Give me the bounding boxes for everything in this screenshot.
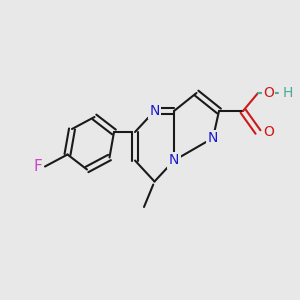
Text: O: O bbox=[263, 86, 274, 100]
Text: N: N bbox=[169, 154, 179, 167]
Text: O: O bbox=[263, 125, 274, 139]
Text: N: N bbox=[208, 131, 218, 145]
Text: H: H bbox=[283, 86, 293, 100]
Text: F: F bbox=[33, 159, 42, 174]
Text: N: N bbox=[149, 104, 160, 118]
